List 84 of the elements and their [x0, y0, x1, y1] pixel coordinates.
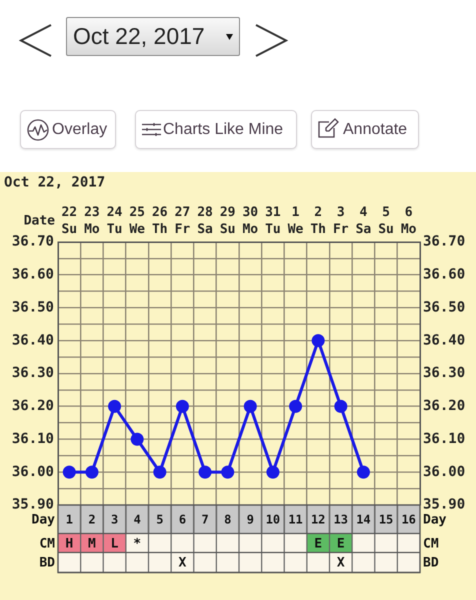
y2-tick-label: 36.60 — [423, 266, 466, 283]
text: * — [133, 536, 142, 551]
y-tick-label: 36.20 — [12, 398, 54, 414]
text: 13 — [334, 512, 348, 526]
y-tick-label: 36.00 — [12, 464, 54, 480]
text: CM — [39, 536, 55, 551]
x-tick-label: 4 Sa — [356, 205, 372, 237]
text: BD — [423, 556, 439, 570]
text: 1 — [66, 512, 73, 526]
text: 2 — [88, 512, 96, 526]
point — [108, 400, 122, 413]
y2-tick-label: 36.70 — [423, 234, 466, 250]
text: 4 — [134, 512, 141, 526]
text: X — [336, 556, 345, 570]
y-tick-label: 35.90 — [12, 496, 54, 513]
point — [221, 466, 234, 479]
text: H — [65, 536, 74, 551]
y2-tick-label: 36.20 — [423, 398, 466, 414]
text: Oct 22, 2017 — [73, 23, 205, 50]
point — [176, 400, 189, 413]
x-tick-label: 26 Th — [152, 205, 168, 237]
point — [130, 432, 144, 446]
text: 7 — [201, 512, 209, 526]
x-tick-label: 30 Mo — [242, 205, 258, 237]
x-tick-label: 31 Tu — [265, 205, 281, 237]
y-tick-label: 36.40 — [12, 332, 54, 348]
x-tick-label: 22 Su — [61, 205, 78, 237]
y2-tick-label: 36.30 — [423, 365, 466, 382]
text: E — [336, 536, 345, 551]
point — [289, 400, 302, 413]
y-tick-label: 36.10 — [12, 430, 54, 447]
text: 5 — [156, 512, 164, 526]
x-tick-label: 6 Mo — [400, 205, 417, 237]
text: 9 — [246, 512, 254, 526]
point — [312, 334, 325, 348]
y-tick-label: 36.50 — [12, 299, 54, 316]
x-tick-label: 28 Sa — [197, 205, 214, 237]
text: Day — [423, 512, 446, 528]
x-tick-label: 29 Su — [220, 205, 236, 237]
point — [244, 400, 257, 413]
text: 15 — [378, 512, 394, 526]
text: 8 — [224, 512, 232, 526]
y2-tick-label: 36.40 — [423, 332, 466, 348]
x-tick-label: 24 Tu — [106, 205, 123, 237]
x-tick-label: 1 We — [288, 205, 304, 237]
text: Overlay — [52, 120, 108, 139]
point — [198, 466, 212, 479]
x-axis-title: Date — [24, 213, 56, 228]
chart-title: Oct 22, 2017 — [4, 174, 106, 191]
point — [85, 466, 98, 479]
text: 10 — [266, 512, 280, 526]
text: 12 — [310, 512, 326, 526]
y2-tick-label: 35.90 — [423, 496, 466, 513]
y2-tick-label: 36.00 — [423, 464, 466, 480]
x-tick-label: 27 Fr — [174, 205, 190, 237]
x-tick-label: 2 Th — [310, 205, 326, 237]
point — [334, 400, 348, 413]
text: E — [314, 536, 322, 551]
y2-tick-label: 36.50 — [423, 299, 466, 316]
text: Charts Like Mine — [163, 120, 284, 139]
y2-tick-label: 36.10 — [423, 430, 466, 447]
point — [62, 466, 76, 479]
text: X — [178, 556, 186, 570]
y-tick-label: 36.60 — [12, 266, 54, 283]
text: 11 — [288, 512, 303, 526]
text: Day — [32, 512, 55, 528]
x-tick-label: 25 We — [129, 205, 146, 237]
text: 6 — [178, 512, 186, 526]
y-tick-label: 36.70 — [12, 234, 54, 250]
point — [266, 466, 280, 479]
y-tick-label: 36.30 — [12, 365, 54, 382]
text: 3 — [110, 512, 118, 526]
text: L — [110, 536, 118, 551]
point — [153, 466, 166, 479]
point — [356, 466, 370, 479]
x-tick-label: 23 Mo — [84, 205, 100, 237]
text: CM — [423, 536, 439, 551]
text: 16 — [401, 512, 416, 526]
text: BD — [39, 556, 55, 570]
x-tick-label: 3 Fr — [332, 205, 349, 237]
text: Annotate — [343, 120, 408, 139]
x-tick-label: 5 Su — [378, 205, 394, 237]
text: 14 — [356, 512, 371, 526]
text: M — [88, 536, 96, 551]
